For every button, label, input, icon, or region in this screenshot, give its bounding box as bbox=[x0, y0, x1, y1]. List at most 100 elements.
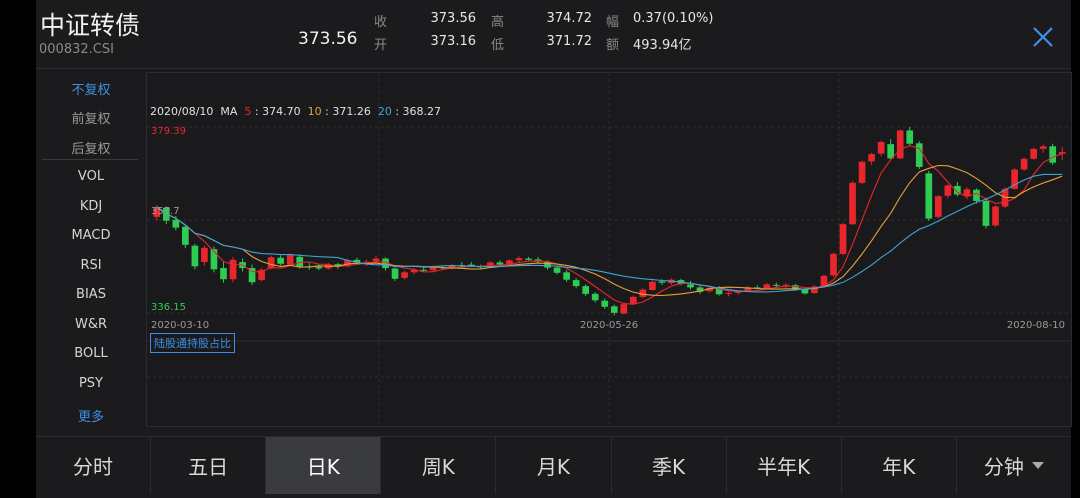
quote-label-open: 开 bbox=[374, 38, 388, 53]
candle-body bbox=[506, 260, 513, 266]
sidebar-item-boll[interactable]: BOLL bbox=[74, 346, 108, 361]
candle-body bbox=[725, 292, 732, 294]
quote-value-low: 371.72 bbox=[546, 34, 593, 49]
ma5-value: 374.70 bbox=[262, 105, 301, 118]
sidebar-item-no-adjust[interactable]: 不复权 bbox=[71, 83, 111, 98]
candle-body bbox=[363, 261, 370, 263]
tab-quarterly-k[interactable]: 季K bbox=[612, 437, 727, 494]
candle-body bbox=[763, 284, 771, 289]
candle-body bbox=[868, 154, 875, 162]
candle-body bbox=[858, 161, 866, 183]
candle-body bbox=[896, 130, 904, 159]
candle-body bbox=[687, 284, 694, 288]
candle-body bbox=[944, 185, 952, 196]
candle-body bbox=[954, 185, 961, 195]
ma10-value: 371.26 bbox=[332, 105, 371, 118]
candle-body bbox=[372, 258, 380, 262]
candle-body bbox=[153, 206, 161, 217]
candle-body bbox=[801, 289, 809, 294]
indicator-tag-northbound-holding[interactable]: 陆股通持股占比 bbox=[150, 333, 235, 353]
sidebar-item-rsi[interactable]: RSI bbox=[80, 258, 102, 273]
sidebar-item-kdj[interactable]: KDJ bbox=[79, 199, 103, 214]
sidebar-item-wr[interactable]: W&R bbox=[74, 317, 108, 332]
ma10-line bbox=[156, 164, 1063, 297]
tab-weekly-k[interactable]: 周K bbox=[381, 437, 497, 494]
tab-label: 日K bbox=[306, 455, 340, 479]
quote-value-high: 374.72 bbox=[546, 11, 593, 26]
tab-minute-dropdown[interactable]: 分钟 bbox=[957, 437, 1071, 494]
candle-body bbox=[496, 262, 504, 265]
candle-body bbox=[1049, 146, 1057, 163]
sidebar-item-backward-adjust[interactable]: 后复权 bbox=[71, 142, 111, 157]
y-low-label: 336.15 bbox=[151, 302, 186, 313]
sidebar-item-vol[interactable]: VOL bbox=[77, 169, 105, 184]
tab-daily-k[interactable]: 日K bbox=[266, 437, 382, 494]
candle-body bbox=[811, 286, 818, 293]
tab-label: 五日 bbox=[188, 455, 229, 479]
candle-body bbox=[1011, 169, 1018, 189]
candle-body bbox=[601, 300, 609, 307]
candle-body bbox=[849, 182, 856, 225]
candle-body bbox=[210, 249, 218, 270]
quote-label-close: 收 bbox=[374, 15, 388, 30]
candle-body bbox=[191, 245, 199, 267]
quote-value-open: 373.16 bbox=[430, 34, 477, 49]
sidebar-item-macd[interactable]: MACD bbox=[71, 228, 111, 243]
tab-intraday[interactable]: 分时 bbox=[36, 437, 152, 494]
candle-body bbox=[658, 281, 666, 283]
candle-body bbox=[277, 257, 285, 264]
candle-body bbox=[610, 306, 618, 313]
sidebar-item-psy[interactable]: PSY bbox=[78, 376, 104, 391]
tab-label: 分钟 bbox=[983, 455, 1024, 479]
ma20-value: 368.27 bbox=[402, 105, 442, 118]
candle-body bbox=[544, 262, 551, 268]
candle-body bbox=[286, 255, 294, 265]
candle-body bbox=[220, 268, 227, 280]
candle-body bbox=[649, 281, 656, 290]
sidebar-item-more[interactable]: 更多 bbox=[77, 410, 104, 425]
sidebar-item-bias[interactable]: BIAS bbox=[76, 287, 106, 302]
sidebar-item-forward-adjust[interactable]: 前复权 bbox=[71, 112, 111, 127]
y-mid-label: 357.7 bbox=[151, 206, 180, 217]
candle-body bbox=[515, 258, 523, 261]
candle-body bbox=[391, 268, 399, 279]
candle-body bbox=[525, 258, 532, 260]
candle-body bbox=[296, 256, 304, 267]
candle-body bbox=[201, 247, 208, 263]
tab-label: 季K bbox=[652, 455, 686, 479]
tab-yearly-k[interactable]: 年K bbox=[842, 437, 957, 494]
tab-half-year-k[interactable]: 半年K bbox=[727, 437, 842, 494]
ma5-key: 5 bbox=[244, 105, 252, 118]
close-button[interactable] bbox=[1030, 24, 1056, 50]
period-tabs: 分时 五日 日K 周K 月K 季K 半年K 年K 分钟 bbox=[36, 436, 1071, 494]
x-tick-label: 2020-03-10 bbox=[151, 320, 209, 331]
quote-value-change: 0.37(0.10%) bbox=[633, 11, 714, 26]
candle-body bbox=[420, 269, 427, 271]
candle-body bbox=[410, 269, 418, 273]
candle-body bbox=[877, 142, 885, 154]
security-title: 中证转债 bbox=[40, 11, 141, 40]
tab-label: 周K bbox=[421, 455, 455, 479]
candle-body bbox=[744, 287, 752, 291]
tab-label: 年K bbox=[882, 455, 916, 479]
tab-monthly-k[interactable]: 月K bbox=[496, 437, 612, 494]
quote-label-change: 幅 bbox=[606, 15, 620, 30]
candle-body bbox=[639, 289, 647, 297]
candle-body bbox=[334, 264, 342, 267]
tab-five-day[interactable]: 五日 bbox=[151, 437, 267, 494]
candle-body bbox=[992, 206, 999, 226]
candle-body bbox=[830, 253, 837, 276]
x-tick-label: 2020-05-26 bbox=[580, 320, 638, 331]
tab-label: 月K bbox=[536, 455, 571, 479]
tab-label: 半年K bbox=[757, 455, 811, 479]
candle-body bbox=[591, 293, 599, 301]
candle-body bbox=[839, 224, 847, 254]
tab-label: 分时 bbox=[73, 455, 114, 479]
kline-chart-area[interactable]: 379.39 357.7 336.15 2020-03-10 2020-05-26 202… bbox=[146, 72, 1072, 427]
candle-body bbox=[629, 296, 637, 305]
candle-body bbox=[353, 259, 361, 263]
quote-label-low: 低 bbox=[491, 38, 505, 53]
candle-body bbox=[715, 287, 723, 295]
quote-label-amount: 额 bbox=[606, 38, 620, 53]
candle-body bbox=[315, 266, 323, 269]
